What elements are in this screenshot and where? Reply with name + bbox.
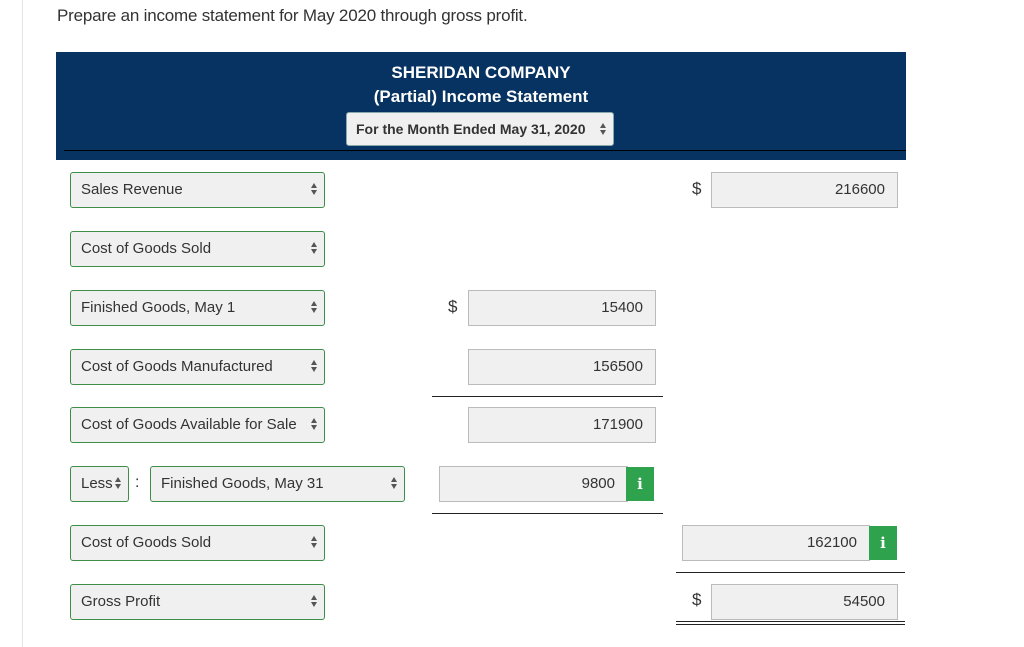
select-arrows-icon	[391, 476, 398, 492]
subtotal-rule	[432, 513, 663, 514]
account-select-label: Cost of Goods Sold	[81, 240, 212, 257]
statement-header: SHERIDAN COMPANY (Partial) Income Statem…	[56, 52, 906, 160]
dollar-sign: $	[692, 590, 702, 609]
account-select-finished-goods-may-1[interactable]: Finished Goods, May 1	[70, 290, 325, 326]
colon-separator: :	[135, 474, 140, 491]
double-rule-top	[676, 621, 905, 622]
amount-input-sales-revenue[interactable]: 216600	[711, 172, 898, 208]
account-select-finished-goods-may-31[interactable]: Finished Goods, May 31	[150, 466, 405, 502]
account-select-label: Sales Revenue	[81, 181, 183, 198]
select-arrows-icon	[115, 476, 122, 492]
select-arrows-icon	[311, 241, 318, 257]
amount-input-finished-goods-may-31[interactable]: 9800	[439, 466, 628, 502]
period-select[interactable]: For the Month Ended May 31, 2020	[346, 112, 614, 146]
select-arrows-icon	[311, 300, 318, 316]
account-select-label: Finished Goods, May 1	[81, 299, 236, 316]
account-select-label: Gross Profit	[81, 593, 161, 610]
account-select-sales-revenue[interactable]: Sales Revenue	[70, 172, 325, 208]
select-arrows-icon	[311, 417, 318, 433]
dollar-sign: $	[692, 179, 702, 198]
page-left-border	[22, 0, 23, 647]
amount-input-goods-available[interactable]: 171900	[468, 407, 656, 443]
account-select-cogm[interactable]: Cost of Goods Manufactured	[70, 349, 325, 385]
total-rule	[676, 572, 905, 573]
header-divider	[64, 150, 906, 151]
account-select-label: Cost of Goods Available for Sale	[81, 416, 297, 433]
less-select[interactable]: Less	[70, 466, 129, 502]
dollar-sign: $	[448, 297, 458, 316]
select-arrows-icon	[311, 359, 318, 375]
company-name: SHERIDAN COMPANY	[391, 63, 571, 82]
amount-input-cogm[interactable]: 156500	[468, 349, 656, 385]
account-select-label: Cost of Goods Manufactured	[81, 358, 273, 375]
instruction-text: Prepare an income statement for May 2020…	[57, 6, 528, 25]
amount-input-gross-profit[interactable]: 54500	[711, 584, 898, 620]
less-select-label: Less	[81, 475, 113, 492]
amount-input-finished-goods-may-1[interactable]: 15400	[468, 290, 656, 326]
account-select-goods-available[interactable]: Cost of Goods Available for Sale	[70, 407, 325, 443]
period-select-label: For the Month Ended May 31, 2020	[356, 121, 586, 137]
select-arrows-icon	[600, 122, 607, 138]
account-select-gross-profit[interactable]: Gross Profit	[70, 584, 325, 620]
account-select-cogs[interactable]: Cost of Goods Sold	[70, 525, 325, 561]
account-select-cogs-heading[interactable]: Cost of Goods Sold	[70, 231, 325, 267]
select-arrows-icon	[311, 535, 318, 551]
account-select-label: Cost of Goods Sold	[81, 534, 212, 551]
subtotal-rule	[432, 396, 663, 397]
double-rule-bottom	[676, 624, 905, 625]
amount-input-cogs[interactable]: 162100	[682, 525, 870, 561]
info-icon[interactable]: i	[626, 467, 654, 501]
statement-title: (Partial) Income Statement	[373, 87, 589, 106]
select-arrows-icon	[311, 182, 318, 198]
select-arrows-icon	[311, 594, 318, 610]
account-select-label: Finished Goods, May 31	[161, 475, 324, 492]
info-icon[interactable]: i	[869, 526, 897, 560]
